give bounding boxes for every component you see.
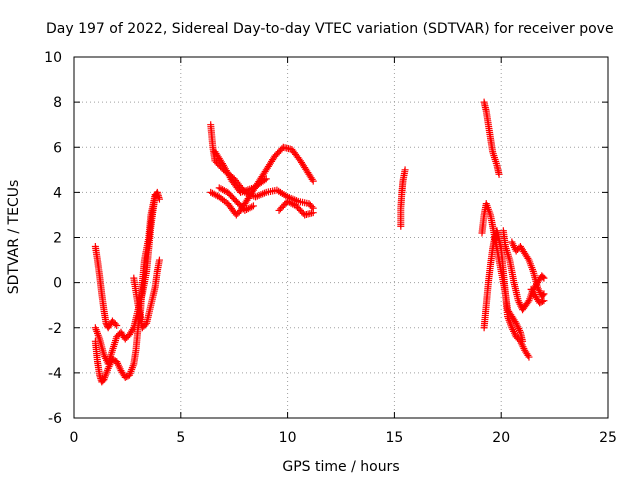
series-arc-g: [211, 148, 270, 196]
data-point: [540, 297, 548, 305]
data-point: [540, 290, 548, 298]
series-arc-c: [91, 243, 121, 332]
series-arc-p: [527, 285, 548, 307]
x-tick-label: 25: [599, 430, 617, 446]
data-point: [540, 274, 548, 282]
series-arc-d: [130, 256, 163, 332]
data-point: [151, 191, 159, 199]
data-point: [524, 254, 532, 262]
data-point: [299, 209, 307, 217]
x-tick-label: 0: [70, 430, 79, 446]
data-point: [141, 321, 149, 329]
data-point: [539, 291, 547, 299]
y-tick-label: -4: [48, 366, 62, 382]
y-tick-label: -2: [48, 321, 62, 337]
data-point: [538, 297, 546, 305]
data-point: [248, 203, 256, 211]
x-tick-label: 5: [176, 430, 185, 446]
data-series: [91, 98, 548, 386]
data-point: [519, 337, 527, 345]
y-tick-label: -6: [48, 411, 62, 427]
series-arc-o: [508, 238, 548, 300]
data-point: [309, 177, 317, 185]
y-tick-label: 0: [53, 276, 62, 292]
data-point: [308, 175, 316, 183]
grid: [74, 57, 608, 418]
data-point: [262, 175, 270, 183]
x-tick-label: 20: [492, 430, 510, 446]
series-arc-j: [397, 166, 409, 230]
data-point: [309, 209, 317, 217]
x-tick-label: 10: [279, 430, 297, 446]
data-point: [249, 202, 257, 210]
chart-title: Day 197 of 2022, Sidereal Day-to-day VTE…: [46, 21, 614, 37]
y-tick-label: 4: [53, 185, 62, 201]
x-tick-label: 15: [385, 430, 403, 446]
y-tick-label: 8: [53, 95, 62, 111]
y-axis-label: SDTVAR / TECUs: [6, 180, 22, 295]
data-point: [111, 320, 119, 328]
series-arc-i: [275, 197, 317, 219]
x-axis: 0 5 10 15 20 25: [70, 57, 617, 446]
x-axis-label: GPS time / hours: [282, 459, 399, 475]
data-point: [278, 145, 286, 153]
data-point: [539, 273, 547, 281]
series-arc-h: [215, 184, 257, 214]
y-axis: -6 -4 -2 0 2 4 6 8 10: [44, 50, 608, 427]
y-tick-label: 6: [53, 140, 62, 156]
series-arc-k: [480, 98, 503, 178]
data-point: [525, 353, 533, 361]
data-point: [401, 166, 409, 174]
y-tick-label: 10: [44, 50, 62, 66]
series-arc-b: [91, 191, 159, 386]
data-point: [113, 321, 121, 329]
y-tick-label: 2: [53, 231, 62, 247]
data-point: [308, 203, 316, 211]
data-point: [495, 170, 503, 178]
data-point: [261, 176, 269, 184]
data-point: [155, 256, 163, 264]
data-point: [524, 351, 532, 359]
series-arc-m: [480, 227, 527, 345]
